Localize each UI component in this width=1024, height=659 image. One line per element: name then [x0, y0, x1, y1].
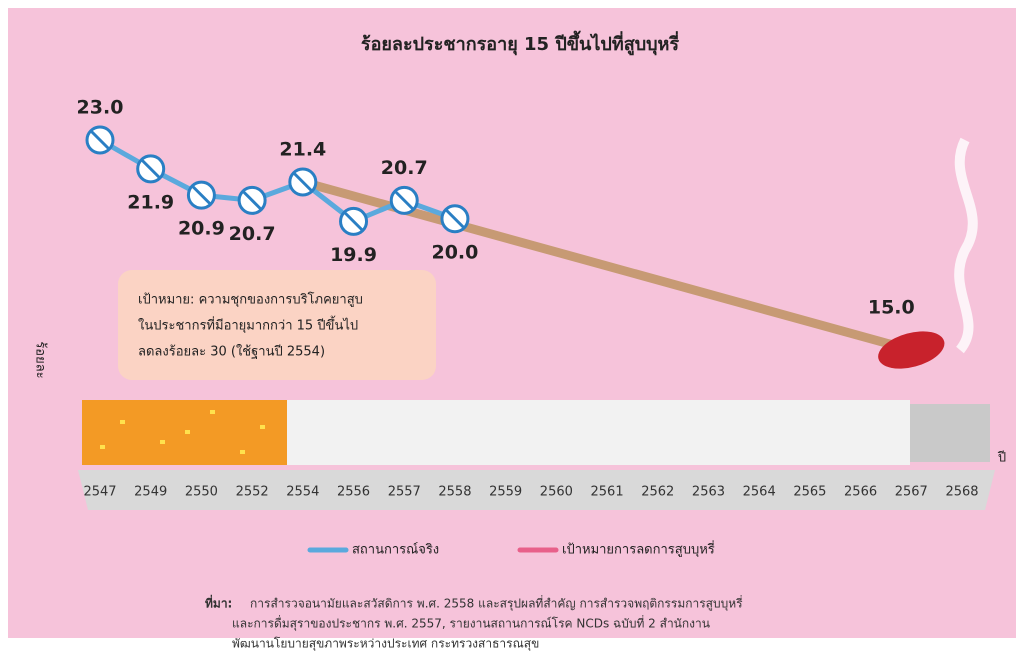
x-tick-label: 2550: [185, 485, 218, 500]
x-tick-label: 2556: [337, 485, 370, 500]
y-axis-label: ร้อยละ: [33, 341, 48, 378]
legend-label: สถานการณ์จริง: [352, 542, 439, 558]
x-tick-label: 2554: [286, 485, 319, 500]
data-label: 20.7: [381, 157, 428, 179]
cigarette-paper: [287, 400, 910, 465]
chart-title: ร้อยละประชากรอายุ 15 ปีขึ้นไปที่สูบบุหรี…: [361, 30, 680, 56]
x-axis-label: ปี: [997, 450, 1006, 466]
x-tick-label: 2552: [236, 485, 269, 500]
x-tick-label: 2560: [540, 485, 573, 500]
x-tick-label: 2559: [489, 485, 522, 500]
x-tick-label: 2563: [692, 485, 725, 500]
data-label: 21.9: [127, 191, 174, 213]
annotation-text: เป้าหมาย: ความชุกของการบริโภคยาสูบ: [138, 292, 363, 308]
annotation-text: ลดลงร้อยละ 30 (ใช้ฐานปี 2554): [138, 344, 325, 360]
x-tick-label: 2549: [134, 485, 167, 500]
data-label: 21.4: [279, 139, 326, 161]
x-tick-label: 2566: [844, 485, 877, 500]
data-label: 19.9: [330, 244, 377, 266]
source-text: พัฒนานโยบายสุขภาพระหว่างประเทศ กระทรวงสา…: [232, 637, 539, 652]
page: ร้อยละประชากรอายุ 15 ปีขึ้นไปที่สูบบุหรี…: [0, 0, 1024, 659]
legend-label: เป้าหมายการลดการสูบบุหรี่: [562, 541, 715, 558]
data-label: 15.0: [868, 297, 915, 319]
cigarette-filter: [82, 400, 287, 465]
x-tick-label: 2558: [438, 485, 471, 500]
source-text: การสำรวจอนามัยและสวัสดิการ พ.ศ. 2558 และ…: [250, 595, 743, 612]
data-label: 20.9: [178, 218, 225, 240]
data-label: 20.0: [431, 241, 478, 263]
x-tick-label: 2567: [895, 485, 928, 500]
x-tick-label: 2561: [591, 485, 624, 500]
x-tick-label: 2564: [743, 485, 776, 500]
data-label: 20.7: [229, 223, 276, 245]
x-tick-label: 2557: [388, 485, 421, 500]
x-tick-label: 2562: [641, 485, 674, 500]
data-label: 23.0: [77, 97, 124, 119]
source-text: และการดื่มสุราของประชากร พ.ศ. 2557, รายง…: [232, 615, 710, 632]
annotation-text: ในประชากรที่มีอายุมากกว่า 15 ปีขึ้นไป: [138, 316, 358, 334]
x-tick-label: 2547: [83, 485, 116, 500]
x-tick-label: 2568: [945, 485, 978, 500]
source-label: ที่มา:: [205, 595, 232, 611]
x-tick-label: 2565: [793, 485, 826, 500]
chart: ร้อยละประชากรอายุ 15 ปีขึ้นไปที่สูบบุหรี…: [0, 0, 1024, 659]
cigarette-ash: [910, 404, 990, 462]
